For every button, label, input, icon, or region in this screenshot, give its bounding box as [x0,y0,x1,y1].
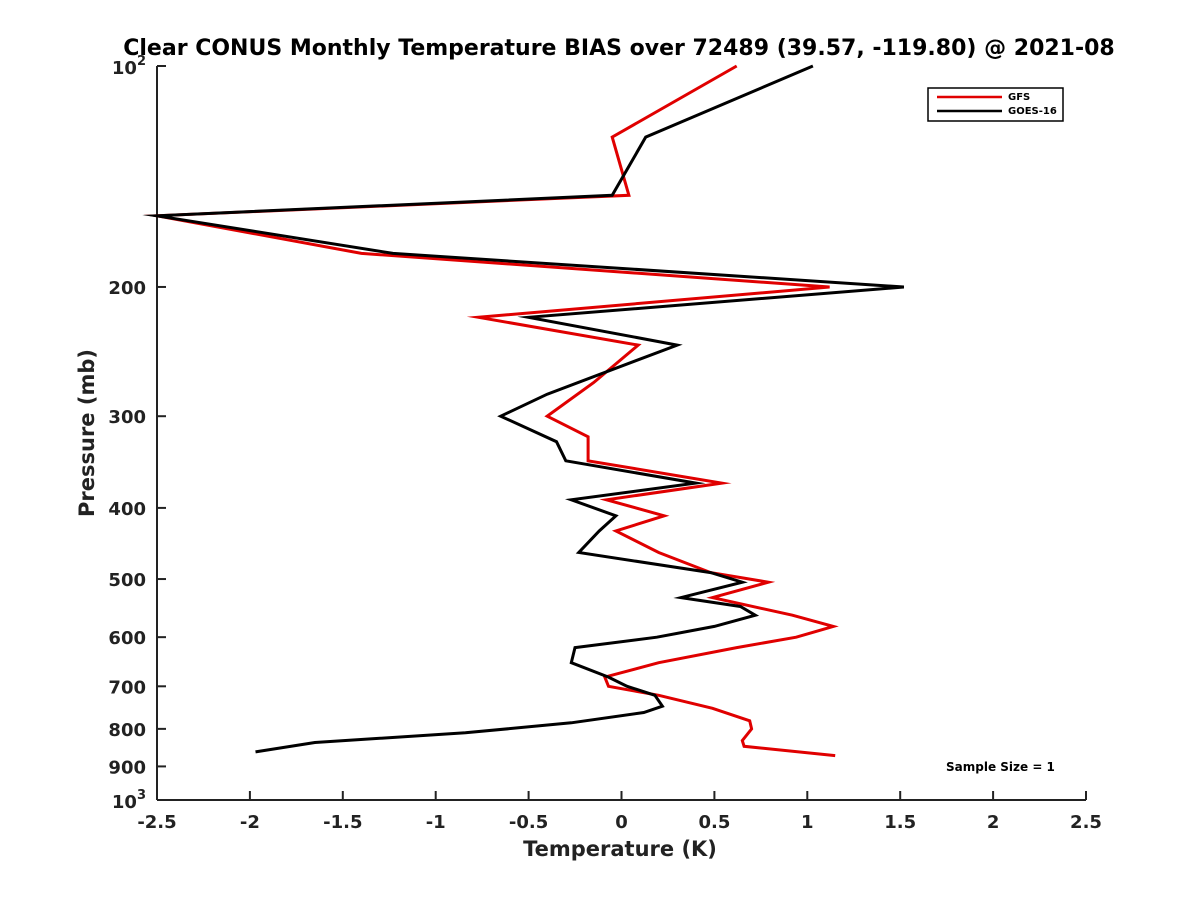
y-tick-label: 800 [108,720,146,741]
x-tick-label: 1 [801,812,814,833]
y-tick-label-power: 102 [112,54,146,79]
legend-label-gfs: GFS [1008,92,1030,103]
x-axis-label: Temperature (K) [523,837,717,861]
x-tick-label: -1.5 [323,812,362,833]
y-tick-label-power: 103 [112,788,146,813]
x-tick-label: 2.5 [1070,812,1102,833]
y-tick-label: 500 [108,570,146,591]
y-tick-label: 700 [108,677,146,698]
series-line-goes16 [142,64,905,754]
x-tick-label: -2.5 [137,812,176,833]
y-tick-label: 900 [108,757,146,778]
y-tick-label: 300 [108,407,146,428]
y-tick-label: 400 [108,499,146,520]
x-tick-label: 1.5 [884,812,916,833]
y-tick-label: 600 [108,628,146,649]
legend: GFS GOES-16 [927,87,1064,122]
legend-label-goes16: GOES-16 [1008,106,1057,117]
legend-box [927,87,1064,122]
x-tick-label: -0.5 [509,812,548,833]
sample-size-annotation: Sample Size = 1 [946,760,1055,774]
x-tick-label: 0.5 [698,812,730,833]
y-ticks: 200 300 400 500 600 700 800 900 102 103 [108,54,166,813]
x-ticks: -2.5 -2 -1.5 -1 -0.5 0 0.5 1 1.5 2 2.5 [137,791,1102,833]
x-tick-label: -1 [426,812,446,833]
x-tick-label: -2 [240,812,260,833]
chart-title: Clear CONUS Monthly Temperature BIAS ove… [123,36,1114,61]
series-line-gfs [143,64,839,758]
x-tick-label: 2 [987,812,1000,833]
y-axis-label: Pressure (mb) [75,349,99,517]
x-tick-label: 0 [615,812,628,833]
y-tick-label: 200 [108,278,146,299]
series-layer [142,64,905,758]
